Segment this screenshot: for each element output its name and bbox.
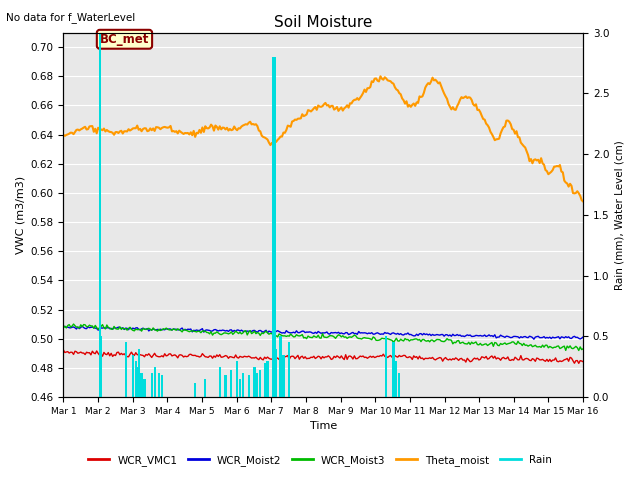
Bar xyxy=(219,367,221,397)
Title: Soil Moisture: Soil Moisture xyxy=(274,15,372,30)
Bar xyxy=(242,373,244,397)
Bar xyxy=(99,33,100,397)
Y-axis label: VWC (m3/m3): VWC (m3/m3) xyxy=(15,176,25,254)
Bar xyxy=(275,348,277,397)
Y-axis label: Rain (mm), Water Level (cm): Rain (mm), Water Level (cm) xyxy=(615,140,625,290)
Bar xyxy=(134,360,137,397)
Bar xyxy=(396,360,397,397)
Bar xyxy=(150,373,153,397)
Bar xyxy=(272,57,275,397)
Text: BC_met: BC_met xyxy=(100,33,149,46)
Text: No data for f_WaterLevel: No data for f_WaterLevel xyxy=(6,12,136,23)
Bar xyxy=(264,363,266,397)
Bar xyxy=(158,373,160,397)
Bar xyxy=(274,57,276,397)
Bar xyxy=(230,371,232,397)
Bar xyxy=(138,348,140,397)
X-axis label: Time: Time xyxy=(310,421,337,432)
Bar xyxy=(282,355,285,397)
Bar xyxy=(248,375,250,397)
Bar xyxy=(236,360,238,397)
Bar xyxy=(161,375,163,397)
Bar xyxy=(225,375,227,397)
Bar xyxy=(154,367,156,397)
Bar xyxy=(204,379,206,397)
Bar xyxy=(392,342,394,397)
Bar xyxy=(266,360,269,397)
Bar xyxy=(239,379,241,397)
Bar xyxy=(288,342,291,397)
Bar xyxy=(194,383,196,397)
Bar xyxy=(141,373,143,397)
Bar xyxy=(143,379,145,397)
Bar xyxy=(125,342,127,397)
Bar xyxy=(136,367,138,397)
Bar xyxy=(253,367,255,397)
Bar xyxy=(259,371,261,397)
Bar xyxy=(256,373,259,397)
Legend: WCR_VMC1, WCR_Moist2, WCR_Moist3, Theta_moist, Rain: WCR_VMC1, WCR_Moist2, WCR_Moist3, Theta_… xyxy=(84,451,556,470)
Bar xyxy=(398,373,401,397)
Bar xyxy=(385,336,387,397)
Bar xyxy=(280,336,282,397)
Bar xyxy=(100,336,102,397)
Bar xyxy=(132,355,134,397)
